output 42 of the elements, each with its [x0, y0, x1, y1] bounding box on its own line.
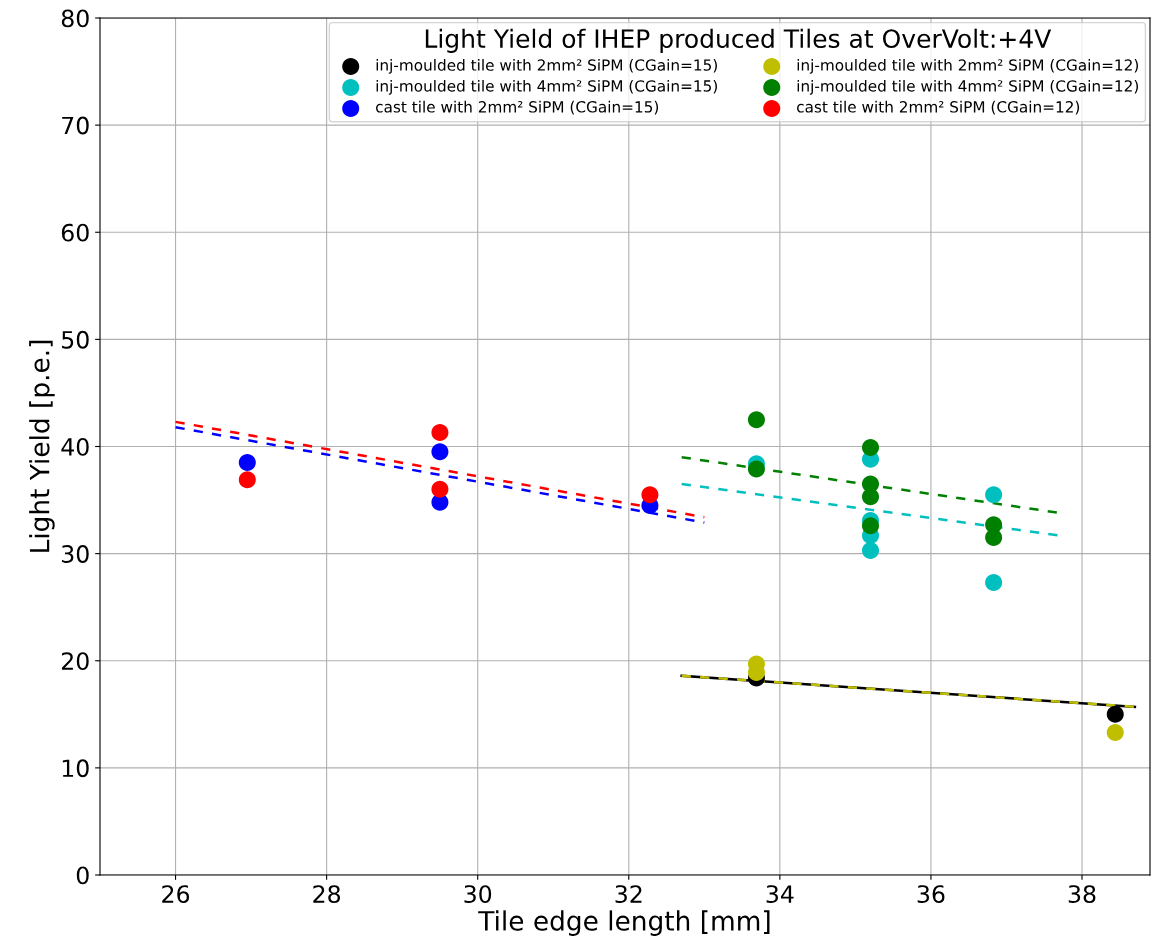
- x-tick-label: 38: [1068, 885, 1096, 903]
- x-tick-label: 36: [917, 885, 945, 903]
- x-tick-label: 32: [615, 885, 642, 903]
- point: [431, 443, 449, 461]
- y-tick-label: 10: [62, 759, 89, 778]
- y-tick-label: 70: [62, 116, 89, 135]
- y-tick-label: 40: [61, 437, 89, 456]
- y-tick-label: 50: [62, 330, 89, 349]
- point: [641, 486, 659, 504]
- legend-label: inj-moulded tile with 2mm² SiPM (CGain=15): [376, 59, 717, 74]
- y-tick-label: 20: [61, 652, 89, 671]
- y-tick-label: 0: [76, 866, 89, 885]
- point: [431, 480, 449, 498]
- x-axis-title: Tile edge length [mm]: [478, 910, 770, 936]
- point: [238, 471, 256, 489]
- legend-label: cast tile with 2mm² SiPM (CGain=12): [797, 100, 1080, 115]
- point: [862, 488, 880, 506]
- y-tick-label: 30: [62, 545, 89, 563]
- point: [238, 454, 256, 472]
- point: [985, 486, 1003, 504]
- point: [747, 411, 765, 429]
- y-axis-title: Light Yield [p.e.]: [29, 340, 55, 552]
- legend-title: Light Yield of IHEP produced Tiles at OverVolt:+4V: [425, 28, 1052, 53]
- point: [862, 439, 880, 457]
- point: [862, 517, 880, 535]
- legend-label: inj-moulded tile with 4mm² SiPM (CGain=12): [797, 79, 1138, 95]
- x-tick-label: 30: [464, 885, 492, 903]
- point: [747, 460, 765, 478]
- point: [1106, 705, 1124, 723]
- point: [985, 574, 1003, 592]
- legend-label: inj-moulded tile with 4mm² SiPM (CGain=15): [376, 79, 717, 95]
- x-tick-label: 34: [766, 885, 794, 903]
- legend-label: inj-moulded tile with 2mm² SiPM (CGain=12): [797, 59, 1138, 74]
- point: [985, 529, 1003, 547]
- point: [1106, 724, 1124, 742]
- point: [431, 424, 449, 442]
- legend-label: cast tile with 2mm² SiPM (CGain=15): [376, 100, 659, 115]
- point: [862, 541, 880, 559]
- x-tick-label: 28: [313, 885, 341, 903]
- y-tick-label: 60: [61, 223, 89, 242]
- y-tick-label: 80: [61, 9, 89, 28]
- x-tick-label: 26: [162, 885, 190, 903]
